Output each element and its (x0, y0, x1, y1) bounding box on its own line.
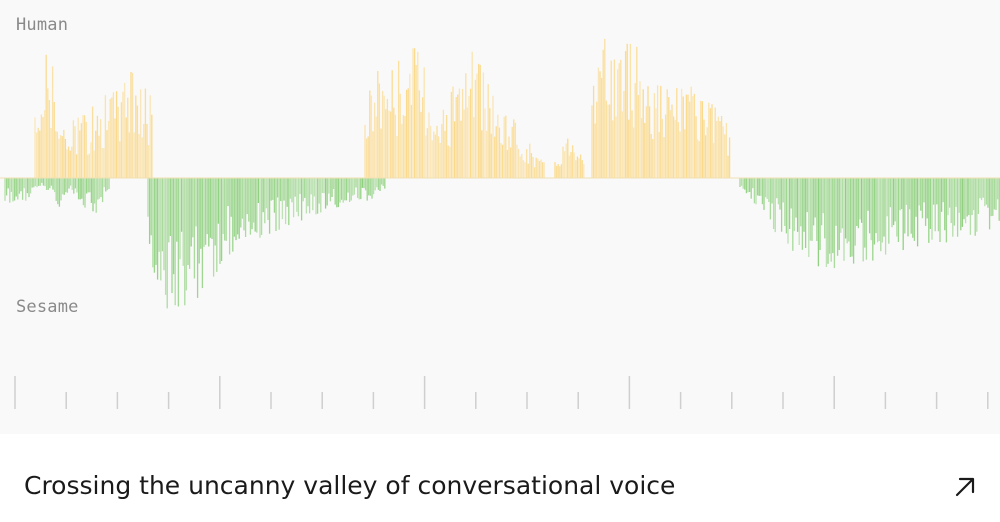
card-footer: Crossing the uncanny valley of conversat… (0, 434, 1000, 522)
waveform-svg (0, 38, 1000, 409)
conversation-waveform: Human Sesame (0, 15, 1000, 409)
article-title-link[interactable]: Crossing the uncanny valley of conversat… (24, 471, 676, 500)
human-waveform (34, 38, 731, 178)
timeline-ticks (14, 376, 989, 409)
sesame-waveform (4, 178, 1000, 309)
human-speaker-label: Human (16, 15, 69, 35)
arrow-up-right-icon[interactable] (950, 472, 980, 502)
sesame-speaker-label: Sesame (16, 297, 79, 317)
